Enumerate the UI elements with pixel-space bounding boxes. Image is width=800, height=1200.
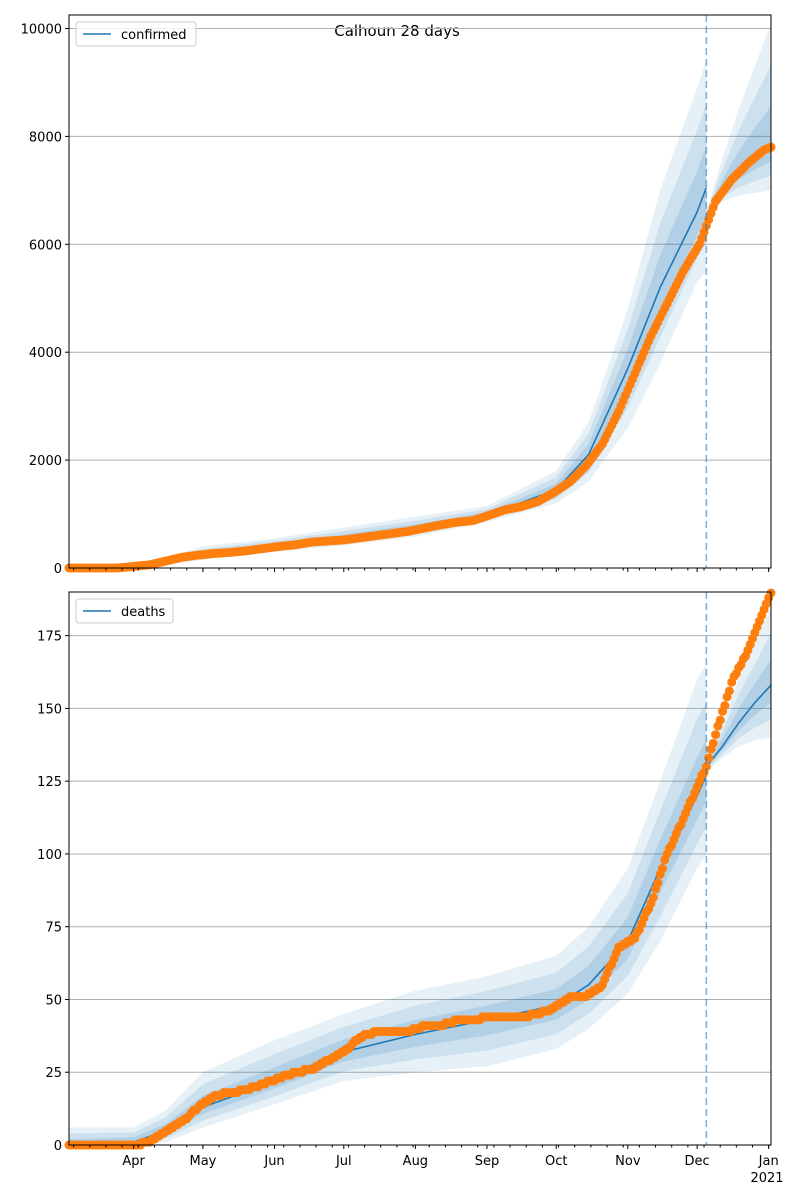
x-tick-label: Sep bbox=[475, 1154, 500, 1169]
y-tick-label: 150 bbox=[37, 702, 62, 717]
x-tick-label: Nov bbox=[615, 1154, 641, 1169]
model-forecast-band-1 bbox=[706, 23, 771, 218]
y-tick-label: 0 bbox=[54, 562, 62, 577]
model-fit-band-1 bbox=[69, 664, 707, 1145]
y-tick-label: 100 bbox=[37, 848, 62, 863]
legend-confirmed: confirmed bbox=[121, 28, 187, 43]
x-tick-label: Jan bbox=[758, 1154, 779, 1169]
observed-point bbox=[701, 762, 711, 772]
model-fit-band-1 bbox=[69, 60, 707, 569]
x-tick-label: Dec bbox=[685, 1154, 710, 1169]
observed-point bbox=[724, 686, 734, 696]
observed-point bbox=[715, 715, 725, 725]
x-tick-label: Jul bbox=[335, 1154, 352, 1169]
observed-point bbox=[720, 701, 730, 711]
y-tick-label: 175 bbox=[37, 630, 62, 645]
observed-point bbox=[704, 753, 714, 763]
observed-point bbox=[648, 893, 658, 903]
model-fit-band-3 bbox=[69, 145, 707, 568]
y-tick-label: 2000 bbox=[29, 454, 62, 469]
confirmed-legend: confirmed bbox=[75, 21, 197, 47]
model-forecast-band-1 bbox=[706, 606, 771, 773]
confirmed-panel: 0 2000 4000 6000 8000 10000 bbox=[21, 14, 776, 577]
model-fit-band-2 bbox=[69, 103, 707, 568]
observed-point bbox=[711, 730, 721, 740]
observed-point bbox=[657, 864, 667, 873]
axes-frame bbox=[68, 14, 772, 569]
model-forecast-band-2 bbox=[706, 633, 771, 771]
deaths-legend: deaths bbox=[75, 598, 174, 624]
chart-title: Calhoun 28 days bbox=[334, 22, 460, 40]
y-tick-label: 25 bbox=[45, 1066, 62, 1081]
y-tick-label: 125 bbox=[37, 775, 62, 790]
observed-point bbox=[653, 878, 663, 888]
y-tick-label: 6000 bbox=[29, 238, 62, 253]
y-tick-label: 50 bbox=[45, 993, 62, 1008]
model-fit-band-3 bbox=[69, 738, 707, 1145]
y-tick-label: 75 bbox=[45, 921, 62, 936]
x-tick-label: Apr bbox=[122, 1154, 145, 1169]
x-tick-label: May bbox=[189, 1154, 216, 1169]
x-tick-label: Oct bbox=[545, 1154, 567, 1169]
x-tick-label: Aug bbox=[403, 1154, 428, 1169]
x-tick-label: Jun bbox=[263, 1154, 284, 1169]
x-year-label: 2021 bbox=[750, 1171, 783, 1186]
model-fit-band-2 bbox=[69, 702, 707, 1145]
y-tick-label: 8000 bbox=[29, 130, 62, 145]
deaths-panel: 0 25 50 75 100 125 150 175 Apr May Jun Jul Aug Sep Oct… bbox=[37, 588, 779, 1169]
y-tick-label: 0 bbox=[54, 1139, 62, 1154]
axes-frame bbox=[68, 591, 772, 1146]
model-forecast-band-2 bbox=[706, 65, 771, 217]
model-forecast-band-3 bbox=[706, 659, 771, 769]
model-forecast-line bbox=[705, 684, 772, 768]
y-tick-label: 10000 bbox=[21, 22, 62, 37]
y-tick-label: 4000 bbox=[29, 346, 62, 361]
legend-deaths: deaths bbox=[121, 605, 166, 620]
observed-point bbox=[708, 738, 718, 748]
